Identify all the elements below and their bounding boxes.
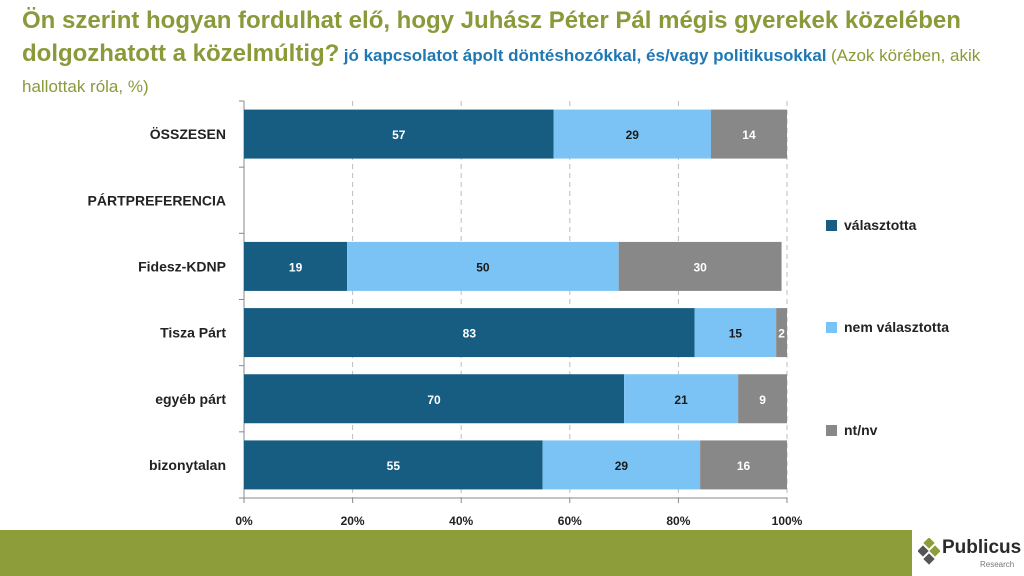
logo-name: Publicus	[942, 537, 1022, 558]
data-label: 83	[463, 327, 477, 341]
bar-segment	[694, 308, 777, 358]
data-label: 15	[729, 327, 743, 341]
bar-segment	[244, 109, 554, 159]
data-label: 57	[392, 128, 406, 142]
chart-title: Ön szerint hogyan fordulhat elő, hogy Ju…	[22, 6, 1012, 103]
data-label: 9	[759, 393, 766, 407]
category-label: Tisza Párt	[160, 325, 226, 341]
x-tick-label: 80%	[666, 514, 690, 528]
bar-segment	[244, 374, 625, 424]
bar-segment	[776, 308, 787, 358]
publicus-logo-icon	[918, 538, 940, 565]
data-label: 55	[387, 459, 401, 473]
x-tick-label: 20%	[341, 514, 365, 528]
x-tick-label: 60%	[558, 514, 582, 528]
bar-segment	[618, 241, 782, 291]
bar-chart: 0% 20% 40% 60% 80% 100%ÖSSZESEN 57 29 14PÁRTPREF…	[88, 100, 803, 528]
data-label: 29	[626, 128, 640, 142]
data-label: 19	[289, 260, 303, 274]
title-subtitle: (Azok körében, akik hallottak róla, %)	[22, 46, 981, 96]
logo-subtitle: Research	[980, 560, 1015, 569]
title-question: Ön szerint hogyan fordulhat elő, hogy Ju…	[22, 7, 961, 67]
legend-label: nem választotta	[844, 319, 950, 335]
legend-item-valasztotta: választotta	[826, 215, 916, 235]
bar-segment	[542, 440, 701, 490]
footer-bar	[0, 530, 912, 576]
data-label: 70	[427, 393, 441, 407]
category-label: bizonytalan	[149, 457, 226, 473]
bar-segment	[700, 440, 787, 490]
category-label: Fidesz-KDNP	[138, 258, 226, 274]
data-label: 50	[476, 260, 490, 274]
bar-segment	[738, 374, 787, 424]
legend-swatch	[826, 424, 837, 436]
category-label: PÁRTPREFERENCIA	[88, 192, 226, 208]
data-label: 30	[693, 260, 707, 274]
title-highlight: jó kapcsolatot ápolt döntéshozókkal, és/…	[343, 46, 827, 65]
legend-label: nt/nv	[844, 422, 878, 438]
category-label: ÖSSZESEN	[150, 126, 226, 142]
x-tick-label: 100%	[772, 514, 803, 528]
x-tick-label: 40%	[449, 514, 473, 528]
bar-segment	[553, 109, 711, 159]
legend-swatch	[826, 219, 837, 231]
data-label: 21	[674, 393, 688, 407]
bar-segment	[710, 109, 787, 159]
legend-item-ntnv: nt/nv	[826, 420, 877, 440]
bar-segment	[624, 374, 739, 424]
legend-swatch	[826, 321, 837, 333]
bar-segment	[244, 241, 348, 291]
bar-segment	[244, 308, 695, 358]
category-label: egyéb párt	[155, 391, 226, 407]
legend-label: választotta	[844, 217, 917, 233]
data-label: 16	[737, 459, 751, 473]
data-label: 14	[742, 128, 756, 142]
x-tick-label: 0%	[235, 514, 253, 528]
legend-item-nem-valasztotta: nem választotta	[826, 317, 949, 337]
bar-segment	[244, 440, 543, 490]
data-label: 2	[778, 327, 785, 341]
bar-segment	[347, 241, 619, 291]
data-label: 29	[615, 459, 629, 473]
publicus-logo: Publicus Research	[918, 532, 1022, 576]
